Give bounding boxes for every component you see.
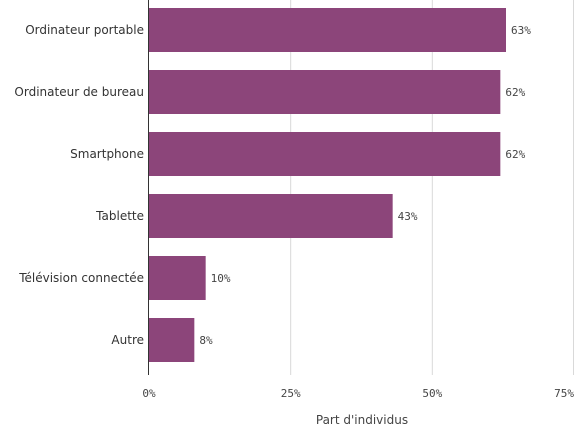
category-label: Ordinateur de bureau [14, 85, 144, 99]
category-label: Smartphone [70, 147, 144, 161]
x-axis-title: Part d'individus [316, 413, 408, 427]
value-label: 43% [398, 210, 418, 223]
x-tick-label: 0% [142, 387, 156, 400]
category-label: Ordinateur portable [25, 23, 144, 37]
value-labels: 63% 62% 62% 43% 10% 8% [199, 24, 531, 347]
bar [149, 194, 393, 238]
value-label: 63% [511, 24, 531, 37]
x-tick-labels: 0% 25% 50% 75% [142, 387, 574, 400]
value-label: 62% [505, 86, 525, 99]
category-labels: Ordinateur portable Ordinateur de bureau S… [14, 23, 144, 347]
bars [149, 8, 506, 362]
value-label: 8% [199, 334, 213, 347]
bar [149, 318, 195, 362]
category-label: Autre [111, 333, 144, 347]
x-tick-label: 25% [281, 387, 301, 400]
bar [149, 8, 506, 52]
x-tick-label: 75% [554, 387, 574, 400]
bar [149, 132, 501, 176]
bar [149, 256, 206, 300]
value-label: 10% [211, 272, 231, 285]
x-tick-label: 50% [422, 387, 442, 400]
gridlines [290, 0, 574, 375]
category-label: Tablette [95, 209, 144, 223]
category-label: Télévision connectée [18, 271, 144, 285]
bar [149, 70, 501, 114]
value-label: 62% [505, 148, 525, 161]
